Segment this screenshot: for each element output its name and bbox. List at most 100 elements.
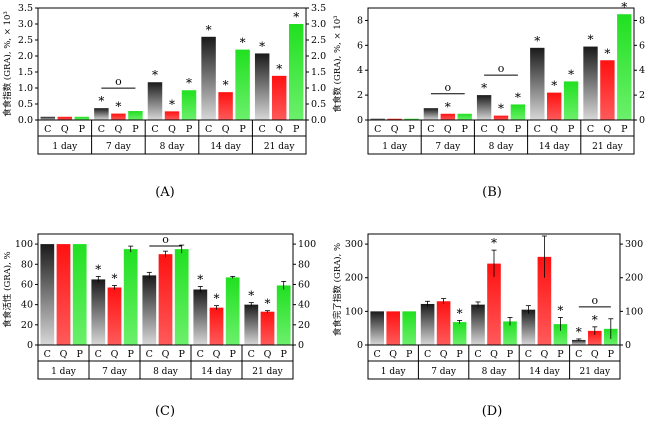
significance-star: *: [621, 0, 627, 14]
bar-P: [402, 311, 417, 345]
bar-P: [174, 249, 189, 345]
bar-P: [617, 14, 632, 121]
significance-star: *: [197, 272, 203, 286]
category-table: [367, 119, 635, 155]
bar-C: [420, 303, 435, 345]
y-tick-label-right: 0.0: [311, 115, 326, 126]
bar-P: [276, 285, 291, 345]
y-tick-label-right: 100: [298, 239, 316, 250]
bar-letter: P: [406, 349, 413, 360]
group-label: 21 day: [264, 142, 295, 152]
y-tick-label: 8: [357, 15, 363, 26]
category-table: [367, 344, 621, 380]
bar-letter: P: [186, 124, 193, 135]
bar-letter: P: [79, 124, 86, 135]
bar-letter: Q: [497, 124, 505, 135]
comparison-mark: o: [115, 75, 122, 88]
y-tick-label: 100: [15, 239, 33, 250]
bar-letter: P: [461, 124, 468, 135]
bar-letter: Q: [444, 124, 452, 135]
bar-letter: Q: [111, 349, 119, 360]
bar-letter: Q: [213, 349, 221, 360]
bar-letter: Q: [391, 124, 399, 135]
bar-C: [142, 275, 157, 345]
bar-letter: C: [44, 124, 51, 135]
y-tick-label-right: 8: [639, 15, 645, 26]
significance-star: *: [214, 292, 220, 306]
bar-Q: [436, 301, 451, 345]
group-label: 8 day: [482, 367, 508, 377]
bar-P: [503, 321, 517, 345]
group-label: 7 day: [102, 367, 128, 377]
significance-star: *: [152, 68, 158, 82]
significance-star: *: [568, 67, 574, 81]
group-label: 1 day: [52, 142, 78, 152]
y-tick-label-right: 100: [625, 306, 643, 317]
y-tick-label: 60: [21, 279, 33, 290]
y-axis-label: 食食指数 (GRA), %, × 10³: [2, 11, 13, 117]
group-label: 21 day: [592, 142, 623, 152]
bar-P: [235, 49, 250, 120]
group-label: 21 day: [580, 367, 611, 377]
bar-letter: C: [374, 124, 381, 135]
y-axis-label: 食食数 (GRA), %, × 10³: [332, 15, 343, 112]
bar-P: [510, 104, 526, 120]
significance-star: *: [592, 313, 598, 327]
y-tick-label: 0.5: [18, 99, 33, 110]
bar-letter: Q: [115, 124, 123, 135]
panel-label: (B): [482, 185, 502, 200]
bar-letter: Q: [162, 349, 170, 360]
bar-P: [181, 90, 197, 120]
bar-letter: P: [239, 124, 246, 135]
y-tick-label: 0: [357, 115, 363, 126]
bar-letter: C: [205, 124, 212, 135]
bar-P: [452, 322, 467, 345]
bar-letter: C: [534, 124, 541, 135]
bar-letter: P: [408, 124, 415, 135]
bar-C: [193, 289, 208, 345]
bar-C: [40, 244, 55, 345]
significance-star: *: [276, 62, 282, 76]
bar-C: [423, 108, 439, 120]
bar-letter: C: [374, 349, 381, 360]
significance-star: *: [551, 79, 557, 93]
bar-letter: Q: [440, 349, 448, 360]
group-label: 7 day: [431, 367, 457, 377]
y-tick-label-right: 4: [639, 65, 645, 76]
bar-Q: [107, 287, 122, 345]
bar-letter: C: [474, 349, 481, 360]
significance-star: *: [98, 94, 104, 108]
group-label: 14 day: [539, 142, 570, 152]
bar-letter: Q: [275, 124, 283, 135]
bar-letter: P: [608, 349, 615, 360]
bar-C: [40, 116, 56, 120]
group-label: 14 day: [529, 367, 560, 377]
group-label: 1 day: [382, 142, 408, 152]
bar-P: [72, 244, 87, 345]
significance-star: *: [112, 271, 118, 285]
bar-letter: P: [568, 124, 575, 135]
y-tick-label: 0: [357, 340, 363, 351]
bar-Q: [209, 307, 224, 345]
bar-letter: C: [424, 349, 431, 360]
y-tick-label: 0: [27, 340, 33, 351]
y-tick-label: 2.0: [18, 51, 33, 62]
significance-star: *: [576, 325, 582, 339]
y-tick-label: 4: [357, 65, 363, 76]
y-tick-label: 3.5: [18, 3, 33, 14]
y-tick-label-right: 40: [298, 300, 310, 311]
bar-C: [583, 46, 598, 121]
significance-star: *: [481, 81, 487, 95]
y-tick-label-right: 6: [639, 40, 645, 51]
y-tick-label: 3.0: [18, 19, 33, 30]
bar-Q: [271, 75, 287, 120]
bar-letter: C: [95, 349, 102, 360]
category-table: [37, 119, 307, 155]
y-tick-label-right: 60: [298, 279, 310, 290]
bar-letter: P: [178, 349, 185, 360]
y-tick-label-right: 0.5: [311, 99, 326, 110]
bar-letter: Q: [264, 349, 272, 360]
significance-star: *: [491, 236, 497, 250]
bar-Q: [218, 92, 233, 120]
